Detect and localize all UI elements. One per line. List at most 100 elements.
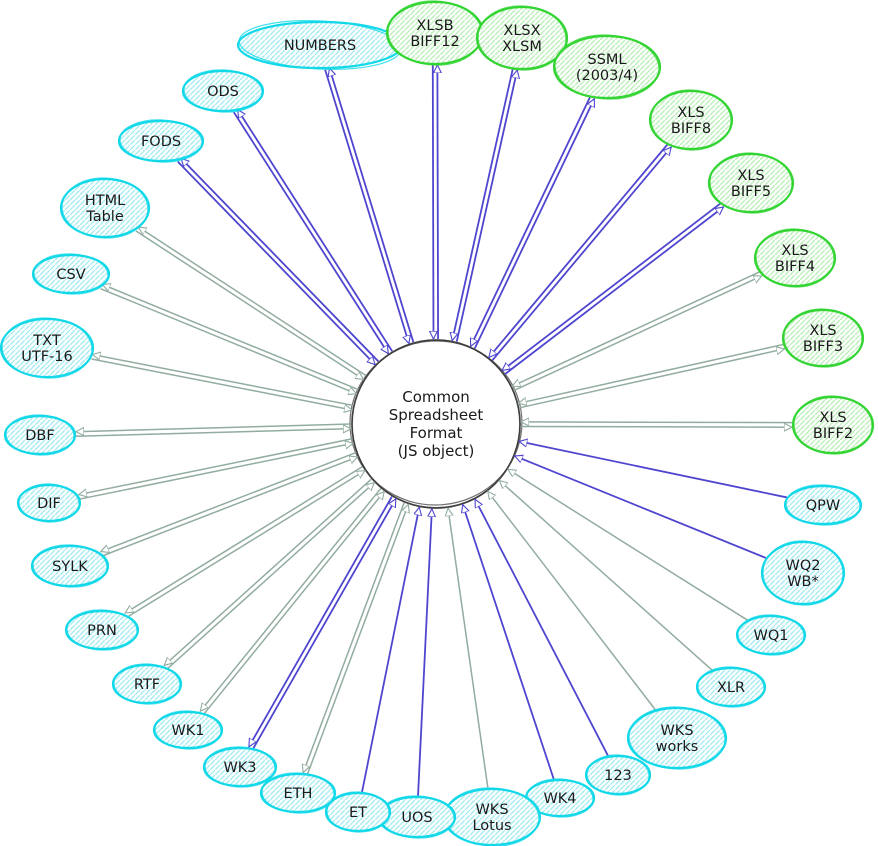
node-label-ods: ODS <box>207 84 239 100</box>
node-label-xlsx: XLSM <box>502 39 542 55</box>
node-wk1: WK1 <box>152 710 224 750</box>
node-label-ssml: (2003/4) <box>576 68 638 84</box>
node-ellipse-xls-biff2 <box>791 395 875 455</box>
read-arrow-wq1 <box>508 469 748 621</box>
node-ellipse-n123 <box>584 754 652 796</box>
write-arrow-sylk <box>101 451 357 552</box>
edge-ssml <box>469 96 596 349</box>
node-label-xls-biff3: BIFF3 <box>803 339 843 355</box>
read-arrow-sylk <box>102 457 357 557</box>
node-ellipse-xls-biff8 <box>648 89 734 151</box>
node-label-wq2: WB* <box>787 574 819 590</box>
write-arrow-xlsx <box>455 70 517 342</box>
node-ellipse-wq2 <box>760 540 846 606</box>
edge-wk3 <box>248 496 397 750</box>
edge-rtf <box>164 478 374 670</box>
edge-dbf <box>76 423 351 438</box>
node-wq1: WQ1 <box>735 614 807 656</box>
node-label-wq1: WQ1 <box>754 628 789 644</box>
edge-xls-biff3 <box>518 343 784 409</box>
edge-wks-works <box>488 491 657 711</box>
read-arrow-wq2 <box>515 456 767 559</box>
edge-n123 <box>474 499 609 757</box>
node-ellipse-html-table <box>59 177 151 239</box>
edge-xls-biff5 <box>502 202 723 375</box>
read-arrow-eth <box>306 504 408 775</box>
edge-xlsb <box>433 65 438 339</box>
read-arrow-rtf <box>166 483 374 670</box>
node-dif: DIF <box>16 483 82 523</box>
node-ellipse-et <box>324 791 392 833</box>
edge-xlsx <box>452 69 517 341</box>
node-wk4: WK4 <box>524 778 596 818</box>
edges <box>76 65 793 797</box>
read-arrow-wk3 <box>252 499 397 750</box>
edge-xls-biff4 <box>512 271 761 392</box>
read-arrow-xls-biff4 <box>512 271 761 386</box>
node-uos: UOS <box>377 795 457 839</box>
node-ellipse-dbf <box>3 414 77 456</box>
write-arrow-xls-biff2 <box>520 427 792 428</box>
node-ellipse-sylk <box>30 544 110 588</box>
edge-html-table <box>135 227 367 379</box>
edge-uos <box>417 509 432 797</box>
node-label-xls-biff2: BIFF2 <box>813 426 853 442</box>
node-label-dif: DIF <box>37 496 61 512</box>
node-label-sylk: SYLK <box>52 559 88 575</box>
node-ellipse-fods <box>117 119 205 163</box>
node-label-wks-lotus: WKS <box>475 802 508 818</box>
node-ellipse-wk1 <box>152 710 224 750</box>
node-label-wks-lotus: Lotus <box>472 818 511 834</box>
node-label-xls-biff5: XLS <box>737 168 764 184</box>
read-arrow-xlsb <box>433 65 434 339</box>
write-arrow-xlsb <box>437 65 438 339</box>
read-arrow-dif <box>79 443 353 500</box>
write-arrow-html-table <box>138 227 367 377</box>
read-arrow-prn <box>127 471 365 618</box>
node-label-csv: CSV <box>56 267 85 283</box>
read-arrow-n123 <box>474 499 609 757</box>
edge-sylk <box>101 451 358 557</box>
read-arrow-txt-utf16 <box>91 358 353 410</box>
node-label-xls-biff8: BIFF8 <box>671 121 711 137</box>
node-ellipse-xls-biff5 <box>707 152 795 214</box>
node-ods: ODS <box>181 69 265 113</box>
node-label-et: ET <box>349 805 367 821</box>
node-label-txt-utf16: UTF-16 <box>21 349 73 365</box>
node-label-uos: UOS <box>401 810 432 826</box>
node-ellipse-xlsx <box>475 5 569 71</box>
write-arrow-xls-biff3 <box>519 349 784 409</box>
write-arrow-numbers <box>330 68 415 343</box>
node-wk3: WK3 <box>202 746 278 788</box>
node-ellipse-ods <box>181 69 265 113</box>
center-node-label: Spreadsheet <box>389 406 484 424</box>
node-ellipse-rtf <box>111 663 183 705</box>
node-fods: FODS <box>117 119 205 163</box>
read-arrow-ods <box>233 111 390 353</box>
edge-wks-lotus <box>448 508 489 789</box>
node-ellipse-xlr <box>695 666 767 708</box>
node-csv: CSV <box>31 253 111 295</box>
node-ellipse-txt-utf16 <box>0 317 95 379</box>
node-et: ET <box>324 791 392 833</box>
node-ellipse-xls-biff4 <box>753 228 837 288</box>
edge-eth <box>303 502 408 775</box>
edge-csv <box>100 284 359 393</box>
write-arrow-ods <box>236 110 393 352</box>
node-label-numbers: NUMBERS <box>284 38 356 54</box>
node-label-xlsb: XLSB <box>416 18 453 34</box>
node-label-n123: 123 <box>604 768 632 784</box>
edge-wk1 <box>200 488 384 715</box>
node-ellipse-wq1 <box>735 614 807 656</box>
edge-numbers <box>324 68 415 343</box>
node-label-xlsx: XLSX <box>503 23 540 39</box>
read-arrow-xls-biff2 <box>521 422 793 423</box>
